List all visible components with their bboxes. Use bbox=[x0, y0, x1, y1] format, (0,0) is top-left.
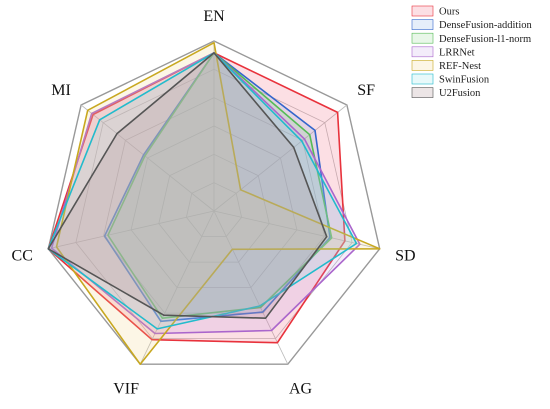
legend-label-ours: Ours bbox=[439, 7, 459, 18]
legend-swatch-u2fusion bbox=[411, 87, 434, 98]
axis-label-sf: SF bbox=[357, 82, 375, 99]
axis-label-ag: AG bbox=[289, 381, 313, 398]
axis-labels: EN SF SD AG VIF CC MI bbox=[12, 8, 416, 398]
legend-swatch-densefusion-addition bbox=[411, 19, 434, 30]
axis-label-vif: VIF bbox=[113, 381, 139, 398]
axis-label-en: EN bbox=[203, 8, 225, 25]
grid-ring-6 bbox=[47, 40, 381, 365]
grid-ring-1 bbox=[185, 182, 243, 237]
spoke-ag bbox=[213, 210, 289, 365]
legend-swatch-ours bbox=[411, 5, 434, 17]
legend-swatch-swinfusion bbox=[411, 73, 434, 85]
grid-ring-3 bbox=[130, 125, 298, 289]
spoke-sf bbox=[213, 104, 348, 212]
legend: Ours DenseFusion-addition DenseFusion-l1-n… bbox=[411, 5, 532, 99]
spoke-mi bbox=[80, 104, 215, 212]
legend-label-swinfusion: SwinFusion bbox=[439, 75, 490, 86]
axis-label-cc: CC bbox=[12, 248, 33, 265]
legend-label-densefusion-addition: DenseFusion-addition bbox=[439, 20, 532, 31]
legend-swatch-lrrnet bbox=[411, 46, 434, 58]
legend-swatch-densefusion-l1-norm bbox=[411, 32, 434, 44]
axis-label-mi: MI bbox=[51, 82, 71, 99]
legend-label-densefusion-l1-norm: DenseFusion-l1-norm bbox=[439, 34, 531, 45]
radar-grid bbox=[47, 40, 381, 365]
legend-label-u2fusion: U2Fusion bbox=[439, 88, 481, 99]
legend-label-lrrnet: LRRNet bbox=[439, 47, 475, 58]
series-u2fusion bbox=[47, 52, 328, 320]
spoke-vif bbox=[139, 210, 215, 365]
series-densefusion-l1-norm bbox=[107, 52, 333, 320]
spoke-sd bbox=[213, 210, 380, 250]
grid-ring-5 bbox=[75, 68, 353, 340]
axis-label-sd: SD bbox=[395, 248, 415, 265]
grid-ring-2 bbox=[158, 153, 270, 263]
series-swinfusion bbox=[47, 52, 358, 330]
series-ref-nest bbox=[55, 41, 381, 366]
series-ours bbox=[47, 52, 346, 344]
legend-label-ref-nest: REF-Nest bbox=[439, 61, 481, 72]
series-layer bbox=[47, 41, 381, 366]
legend-swatch-ref-nest bbox=[411, 60, 434, 71]
spoke-cc bbox=[48, 210, 215, 250]
